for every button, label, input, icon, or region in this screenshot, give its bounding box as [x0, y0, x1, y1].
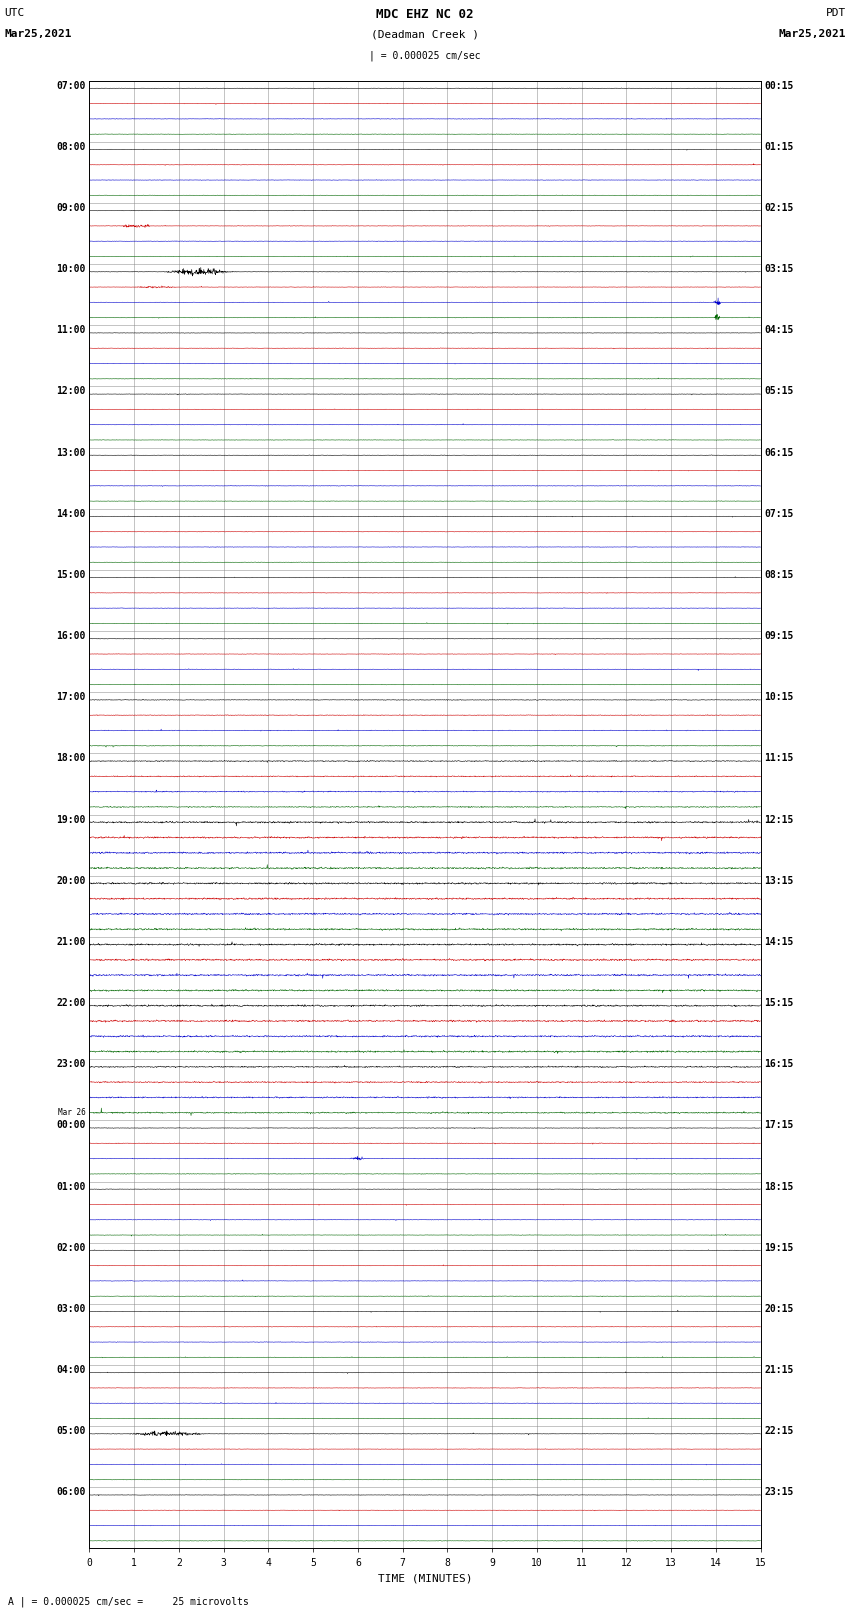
Text: 14:15: 14:15	[764, 937, 794, 947]
Text: MDC EHZ NC 02: MDC EHZ NC 02	[377, 8, 473, 21]
Text: 22:15: 22:15	[764, 1426, 794, 1436]
Text: 02:15: 02:15	[764, 203, 794, 213]
Text: 17:15: 17:15	[764, 1121, 794, 1131]
Text: Mar25,2021: Mar25,2021	[779, 29, 846, 39]
Text: 13:15: 13:15	[764, 876, 794, 886]
Text: UTC: UTC	[4, 8, 25, 18]
Text: 01:15: 01:15	[764, 142, 794, 152]
Text: 10:00: 10:00	[56, 265, 86, 274]
Text: 18:00: 18:00	[56, 753, 86, 763]
Text: 00:15: 00:15	[764, 81, 794, 90]
Text: 10:15: 10:15	[764, 692, 794, 702]
Text: 21:00: 21:00	[56, 937, 86, 947]
Text: 11:15: 11:15	[764, 753, 794, 763]
Text: 17:00: 17:00	[56, 692, 86, 702]
Text: A | = 0.000025 cm/sec =     25 microvolts: A | = 0.000025 cm/sec = 25 microvolts	[8, 1595, 249, 1607]
Text: 01:00: 01:00	[56, 1181, 86, 1192]
Text: 14:00: 14:00	[56, 508, 86, 519]
Text: 03:00: 03:00	[56, 1303, 86, 1315]
Text: PDT: PDT	[825, 8, 846, 18]
Text: 12:15: 12:15	[764, 815, 794, 824]
Text: 16:00: 16:00	[56, 631, 86, 640]
Text: 08:15: 08:15	[764, 569, 794, 581]
Text: 13:00: 13:00	[56, 448, 86, 458]
Text: 19:15: 19:15	[764, 1242, 794, 1253]
Text: 04:00: 04:00	[56, 1365, 86, 1374]
Text: 04:15: 04:15	[764, 326, 794, 336]
Text: 20:15: 20:15	[764, 1303, 794, 1315]
Text: Mar25,2021: Mar25,2021	[4, 29, 71, 39]
Text: 06:00: 06:00	[56, 1487, 86, 1497]
Text: 12:00: 12:00	[56, 387, 86, 397]
Text: 23:15: 23:15	[764, 1487, 794, 1497]
Text: 16:15: 16:15	[764, 1060, 794, 1069]
X-axis label: TIME (MINUTES): TIME (MINUTES)	[377, 1573, 473, 1582]
Text: 07:00: 07:00	[56, 81, 86, 90]
Text: 15:15: 15:15	[764, 998, 794, 1008]
Text: 09:15: 09:15	[764, 631, 794, 640]
Text: 02:00: 02:00	[56, 1242, 86, 1253]
Text: 15:00: 15:00	[56, 569, 86, 581]
Text: 23:00: 23:00	[56, 1060, 86, 1069]
Text: 20:00: 20:00	[56, 876, 86, 886]
Text: 19:00: 19:00	[56, 815, 86, 824]
Text: 18:15: 18:15	[764, 1181, 794, 1192]
Text: 11:00: 11:00	[56, 326, 86, 336]
Text: 22:00: 22:00	[56, 998, 86, 1008]
Text: (Deadman Creek ): (Deadman Creek )	[371, 29, 479, 39]
Text: 21:15: 21:15	[764, 1365, 794, 1374]
Text: Mar 26: Mar 26	[58, 1108, 86, 1118]
Text: 00:00: 00:00	[56, 1121, 86, 1131]
Text: 05:15: 05:15	[764, 387, 794, 397]
Text: 05:00: 05:00	[56, 1426, 86, 1436]
Text: 07:15: 07:15	[764, 508, 794, 519]
Text: 09:00: 09:00	[56, 203, 86, 213]
Text: 06:15: 06:15	[764, 448, 794, 458]
Text: | = 0.000025 cm/sec: | = 0.000025 cm/sec	[369, 50, 481, 61]
Text: 08:00: 08:00	[56, 142, 86, 152]
Text: 03:15: 03:15	[764, 265, 794, 274]
